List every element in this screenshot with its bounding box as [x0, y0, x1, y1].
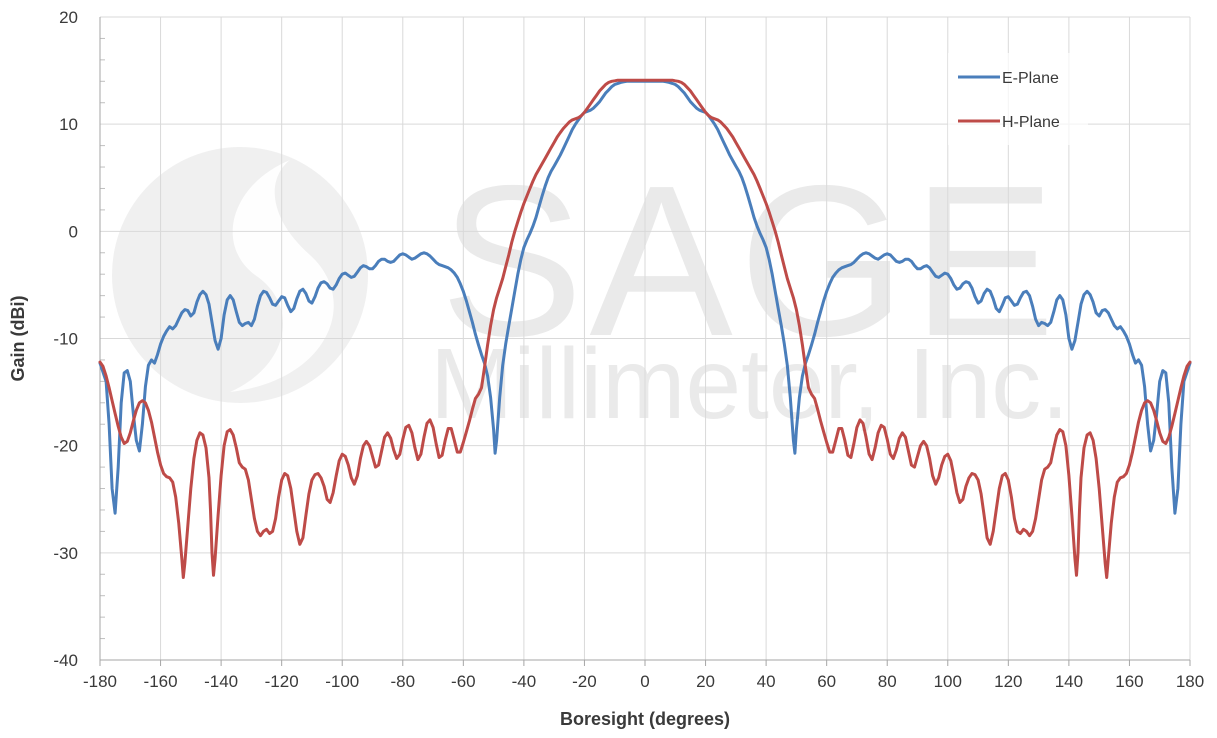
series-line-h-plane [98, 78, 1192, 579]
x-tick-label: -80 [390, 672, 415, 691]
y-tick-label: -20 [53, 437, 78, 456]
y-tick-label: -10 [53, 330, 78, 349]
x-tick-label: -100 [325, 672, 359, 691]
x-tick-label: -40 [512, 672, 537, 691]
axes: -180 -160 -140 -120 -100 -80 -60 -40 -20 0 20 40 60 8… [53, 8, 1204, 691]
x-tick-label: -140 [204, 672, 238, 691]
x-tick-label: 100 [934, 672, 962, 691]
x-axis-title: Boresight (degrees) [560, 709, 730, 729]
y-tick-label: -40 [53, 651, 78, 670]
legend: E-Plane H-Plane [948, 53, 1088, 145]
series-lines [98, 78, 1192, 579]
x-tick-label: 20 [696, 672, 715, 691]
watermark-title: SAGE [440, 140, 1061, 381]
x-tick-label: -160 [144, 672, 178, 691]
y-tick-label: 20 [59, 8, 78, 27]
y-tick-label: 0 [69, 222, 78, 241]
x-tick-label: -180 [83, 672, 117, 691]
y-tick-label: 10 [59, 115, 78, 134]
x-tick-label: 60 [817, 672, 836, 691]
watermark-subtitle: Millimeter, Inc. [430, 328, 1069, 440]
y-tick-label: -30 [53, 544, 78, 563]
x-tick-label: -120 [265, 672, 299, 691]
x-tick-label: 120 [994, 672, 1022, 691]
x-tick-label: 40 [757, 672, 776, 691]
legend-label-h-plane: H-Plane [1002, 114, 1060, 131]
watermark: SAGE Millimeter, Inc. [112, 140, 1069, 440]
legend-box [948, 53, 1088, 145]
x-tick-label: 180 [1176, 672, 1204, 691]
x-tick-label: 0 [640, 672, 649, 691]
x-tick-label: -20 [572, 672, 597, 691]
x-tick-label: -60 [451, 672, 476, 691]
y-axis-title: Gain (dBi) [8, 296, 28, 382]
x-tick-label: 160 [1115, 672, 1143, 691]
x-tick-label: 80 [878, 672, 897, 691]
x-tick-label: 140 [1055, 672, 1083, 691]
legend-label-e-plane: E-Plane [1002, 70, 1059, 87]
